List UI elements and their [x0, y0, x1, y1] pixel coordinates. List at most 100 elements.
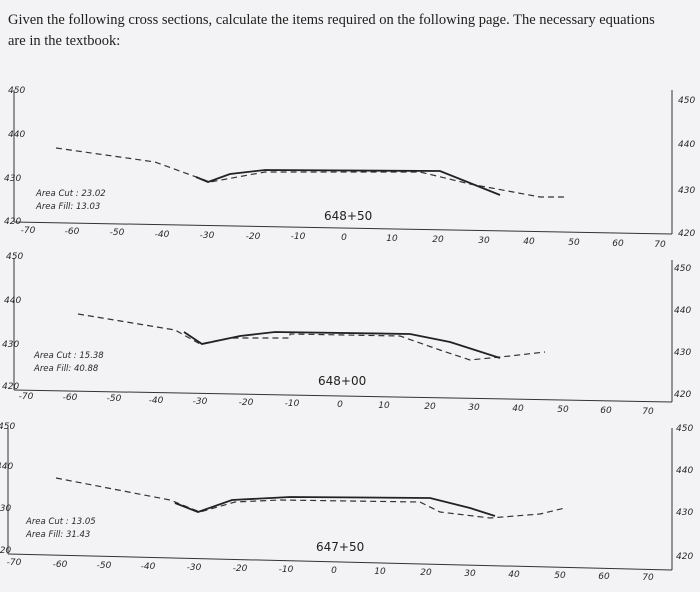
x-tick: -70	[18, 392, 34, 402]
left-elev-420: 420	[2, 382, 20, 392]
left-elev-420: 420	[4, 217, 22, 227]
x-tick: 0	[337, 400, 343, 410]
right-elev-440: 440	[676, 466, 694, 476]
x-tick: -20	[232, 564, 248, 574]
instructions-line-2: are in the textbook:	[8, 33, 121, 49]
instructions: Given the following cross sections, calc…	[8, 10, 698, 52]
left-elev-430: 430	[2, 340, 20, 350]
original-ground-line	[77, 313, 546, 361]
x-tick: -50	[96, 561, 112, 571]
area-fill-value: 31.43	[66, 530, 91, 540]
x-tick: -30	[199, 231, 215, 241]
x-tick: -40	[148, 396, 164, 406]
left-elev-450: 450	[0, 422, 16, 432]
area-cut-label: Area Cut :	[26, 517, 69, 527]
x-tick: 70	[642, 573, 654, 583]
left-elev-450: 450	[8, 86, 26, 96]
right-elev-420: 420	[678, 229, 696, 239]
right-elev-440: 440	[674, 306, 692, 316]
right-elev-430: 430	[676, 508, 694, 518]
x-tick: 20	[432, 235, 444, 245]
x-tick: 20	[424, 402, 436, 412]
area-cut-value: 13.05	[71, 517, 96, 527]
area-fill-label: Area Fill:	[34, 364, 72, 374]
left-elev-440: 440	[8, 130, 26, 140]
cross-section-plot	[7, 428, 673, 571]
right-elev-450: 450	[676, 424, 694, 434]
station-label: 647+50	[316, 540, 365, 554]
area-fill-label: Area Fill:	[26, 530, 64, 540]
x-tick: -70	[20, 226, 36, 236]
x-tick: -60	[52, 560, 68, 570]
x-tick: 30	[478, 236, 490, 246]
x-tick: 40	[512, 404, 524, 414]
base-line	[13, 221, 673, 235]
cross-section-plot	[13, 258, 673, 403]
x-tick: 10	[374, 567, 386, 577]
area-block: Area Cut : 23.02 Area Fill: 13.03	[36, 188, 106, 214]
design-section-line	[174, 496, 496, 517]
x-tick: -10	[278, 565, 294, 575]
cross-section-648-50: 450 440 430 420 450 440 430 420 Area Cut…	[0, 84, 700, 254]
x-tick: -20	[238, 398, 254, 408]
base-line	[13, 389, 673, 403]
x-tick: -60	[62, 393, 78, 403]
left-elev-450: 450	[6, 252, 24, 262]
x-tick: 60	[598, 572, 610, 582]
x-tick: 30	[464, 569, 476, 579]
area-cut-value: 15.38	[79, 351, 104, 361]
original-ground-line	[55, 147, 565, 198]
x-tick: -10	[290, 232, 306, 242]
right-elev-450: 450	[674, 264, 692, 274]
x-tick: 70	[642, 407, 654, 417]
x-tick: -20	[245, 232, 261, 242]
area-cut-value: 23.02	[81, 189, 106, 199]
left-elev-420: 420	[0, 546, 12, 556]
design-section-line	[195, 169, 501, 196]
right-elev-430: 430	[674, 348, 692, 358]
right-elev-420: 420	[674, 390, 692, 400]
left-elev-440: 440	[4, 296, 22, 306]
right-elev-420: 420	[676, 552, 694, 562]
left-elev-440: 440	[0, 462, 14, 472]
x-tick: 60	[612, 239, 624, 249]
x-tick: 20	[420, 568, 432, 578]
x-tick: 70	[654, 240, 666, 250]
x-tick: -30	[186, 563, 202, 573]
area-cut-label: Area Cut :	[34, 351, 77, 361]
area-fill-value: 40.88	[74, 364, 99, 374]
right-elev-450: 450	[678, 96, 696, 106]
x-tick: 50	[554, 571, 566, 581]
cross-section-648-00: 450 440 430 420 450 440 430 420 Area Cut…	[0, 252, 700, 422]
right-elev-440: 440	[678, 140, 696, 150]
right-elev-430: 430	[678, 186, 696, 196]
x-tick: -40	[154, 230, 170, 240]
x-tick: 10	[386, 234, 398, 244]
area-block: Area Cut : 13.05 Area Fill: 31.43	[26, 516, 96, 542]
area-fill-value: 13.03	[76, 202, 101, 212]
area-cut-label: Area Cut :	[36, 189, 79, 199]
x-tick: 40	[508, 570, 520, 580]
x-tick: -70	[6, 558, 22, 568]
x-tick: -50	[109, 228, 125, 238]
x-tick: 60	[600, 406, 612, 416]
x-tick: -30	[192, 397, 208, 407]
area-block: Area Cut : 15.38 Area Fill: 40.88	[34, 350, 104, 376]
left-elev-430: 430	[0, 504, 12, 514]
x-tick: -50	[106, 394, 122, 404]
x-tick: 30	[468, 403, 480, 413]
x-tick: -40	[140, 562, 156, 572]
instructions-line-1: Given the following cross sections, calc…	[8, 12, 655, 28]
x-tick: 40	[523, 237, 535, 247]
cross-section-647-50: 450 440 430 420 450 440 430 420 Area Cut…	[0, 420, 700, 590]
base-line	[7, 553, 673, 571]
x-tick: 0	[331, 566, 337, 576]
x-tick: -10	[284, 399, 300, 409]
design-section-line	[183, 331, 501, 359]
left-elev-430: 430	[4, 174, 22, 184]
x-tick: 50	[557, 405, 569, 415]
x-tick: 10	[378, 401, 390, 411]
area-fill-label: Area Fill:	[36, 202, 74, 212]
station-label: 648+00	[318, 374, 367, 388]
x-tick: -60	[64, 227, 80, 237]
